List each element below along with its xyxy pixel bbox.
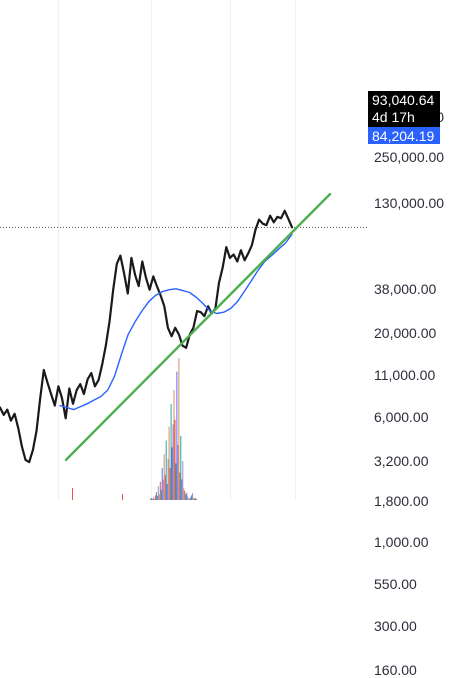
- volume-bar: [185, 494, 187, 500]
- volume-bar: [175, 463, 177, 500]
- volume-bar: [184, 490, 186, 500]
- volume-bar: [155, 492, 157, 500]
- y-tick-label: 1,000.00: [374, 534, 429, 551]
- volume-bar: [193, 497, 195, 500]
- volume-bar: [168, 426, 170, 500]
- volume-bar: [164, 474, 166, 500]
- y-tick-label: 20,000.00: [374, 325, 437, 342]
- y-tick-label: 11,000.00: [374, 367, 436, 384]
- volume-bar: [188, 498, 190, 500]
- volume-bar: [153, 498, 155, 500]
- y-tick-label: 3,200.00: [374, 453, 429, 470]
- volume-bar: [190, 497, 192, 500]
- y-tick-label: 38,000.00: [374, 280, 437, 297]
- y-tick-label: 300.00: [374, 617, 417, 634]
- volume-bar: [158, 494, 160, 500]
- volume-bar: [156, 495, 158, 500]
- volume-bar: [195, 498, 196, 500]
- last-price-tag: 93,040.64 4d 17h: [368, 91, 440, 127]
- volume-bar: [157, 486, 159, 500]
- volume-bar: [151, 498, 152, 500]
- y-tick-label: 130,000.00: [374, 195, 445, 212]
- bar-countdown: 4d 17h: [372, 109, 415, 125]
- volume-bar: [177, 445, 179, 500]
- moving-average-line: [59, 233, 293, 411]
- volume-bar: [180, 435, 182, 500]
- volume-bar: [166, 484, 168, 500]
- price-line: [0, 209, 294, 464]
- volume-bar: [170, 403, 172, 500]
- volume-bar: [161, 467, 163, 500]
- volume-bar: [152, 497, 154, 500]
- volume-bar: [189, 498, 191, 500]
- last-price-value: 93,040.64: [372, 92, 435, 108]
- volume-bar: [72, 488, 73, 500]
- volume-bar: [183, 488, 185, 500]
- volume-bar: [169, 467, 171, 500]
- volume-bar: [187, 496, 189, 500]
- moving-average-tag: 84,204.19: [368, 127, 440, 144]
- volume-bar: [173, 390, 175, 500]
- y-tick-label: 1,800.00: [374, 493, 429, 510]
- volume-bar: [181, 479, 183, 500]
- volume-bar: [186, 493, 188, 500]
- volume-bar: [192, 493, 194, 500]
- volume-bar: [172, 424, 174, 500]
- volume-bar: [171, 447, 173, 500]
- volume-bar: [163, 454, 165, 500]
- volume-bar: [159, 481, 161, 500]
- volume-bar: [178, 358, 180, 500]
- volume-bar: [182, 461, 184, 500]
- volume-bar: [154, 495, 156, 500]
- volume-bar: [179, 472, 181, 500]
- y-tick-label: 250,000.00: [374, 149, 445, 166]
- volume-bar: [167, 458, 169, 500]
- volume-bar: [150, 498, 151, 500]
- trendline: [64, 192, 332, 462]
- chart-canvas[interactable]: [0, 0, 472, 500]
- volume-bar: [194, 498, 195, 500]
- volume-bar: [191, 495, 193, 500]
- volume-bar: [122, 494, 123, 500]
- volume-bar: [174, 419, 176, 500]
- volume-bar: [176, 371, 178, 500]
- volume-bar: [160, 489, 162, 500]
- y-tick-label: 6,000.00: [374, 409, 429, 426]
- y-tick-label: 550.00: [374, 575, 417, 592]
- volume-bar: [162, 479, 164, 500]
- volume-bar: [165, 440, 167, 500]
- y-tick-label: 160.00: [374, 661, 417, 678]
